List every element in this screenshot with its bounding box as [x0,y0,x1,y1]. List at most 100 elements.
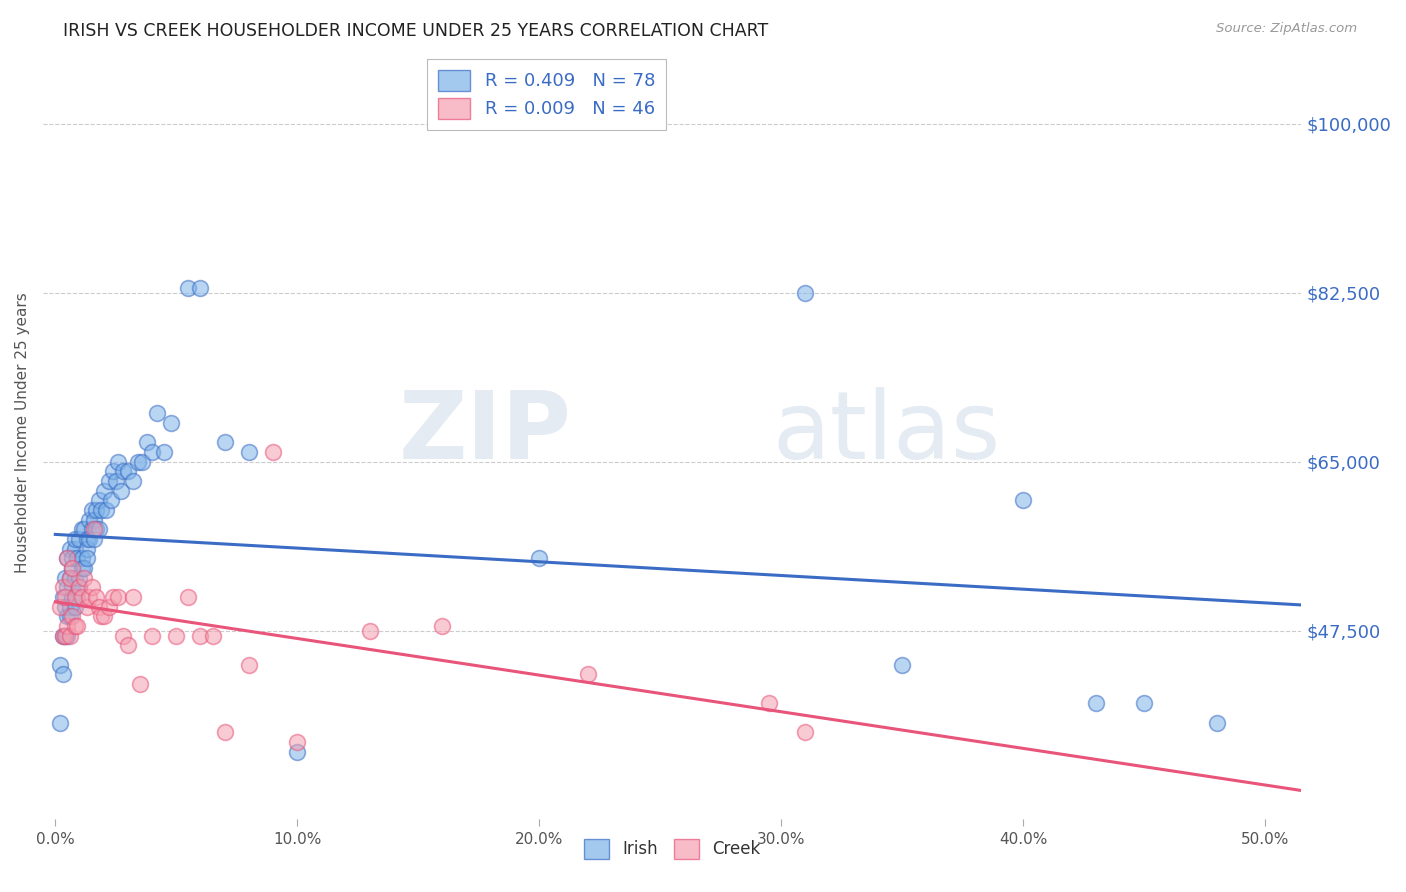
Point [117,639,139,653]
Point [69,581,91,595]
Point [49,657,72,672]
Point [66,590,89,604]
Point [107,590,129,604]
Point [59,571,82,585]
Point [177,590,200,604]
Point [214,435,236,450]
Point [77,513,100,527]
Point [70,551,93,566]
Point [56,619,79,633]
Legend: Irish, Creek: Irish, Creek [576,832,768,865]
Text: IRISH VS CREEK HOUSEHOLDER INCOME UNDER 25 YEARS CORRELATION CHART: IRISH VS CREEK HOUSEHOLDER INCOME UNDER … [63,22,769,40]
Point [56,551,79,566]
Point [60,561,83,575]
Point [86,503,108,517]
Point [69,581,91,595]
Point [214,725,236,739]
Point [60,581,83,595]
Point [60,590,83,604]
Point [107,455,129,469]
Point [70,523,93,537]
Point [53,629,76,643]
Point [69,571,91,585]
Point [87,599,110,614]
Point [83,513,105,527]
Point [129,677,152,691]
Point [110,483,132,498]
Point [112,465,135,479]
Point [794,285,817,300]
Point [177,281,200,295]
Y-axis label: Householder Income Under 25 years: Householder Income Under 25 years [15,293,30,574]
Point [51,629,73,643]
Point [201,629,224,643]
Point [136,435,159,450]
Point [56,581,79,595]
Point [238,445,260,459]
Point [103,465,125,479]
Point [190,281,212,295]
Point [56,551,79,566]
Point [63,541,86,556]
Point [758,697,780,711]
Point [83,523,105,537]
Point [131,455,153,469]
Point [104,474,127,488]
Point [86,590,108,604]
Point [51,581,73,595]
Point [94,503,117,517]
Point [76,532,98,546]
Point [262,445,284,459]
Point [112,629,135,643]
Point [59,599,82,614]
Point [76,599,98,614]
Point [49,715,72,730]
Point [153,445,176,459]
Point [103,590,125,604]
Point [51,667,73,681]
Point [127,455,149,469]
Point [59,629,82,643]
Point [285,735,308,749]
Point [59,609,82,624]
Point [87,523,110,537]
Point [87,493,110,508]
Point [100,493,122,508]
Point [76,541,98,556]
Point [63,619,86,633]
Point [53,571,76,585]
Point [160,416,183,430]
Point [141,445,163,459]
Point [1205,715,1227,730]
Text: ZIP: ZIP [399,387,572,479]
Point [53,629,76,643]
Point [83,532,105,546]
Point [60,561,83,575]
Point [121,474,143,488]
Point [63,599,86,614]
Point [73,523,96,537]
Point [77,532,100,546]
Point [285,745,308,759]
Point [63,532,86,546]
Point [97,599,120,614]
Point [1133,697,1156,711]
Point [73,561,96,575]
Point [527,551,550,566]
Point [117,465,139,479]
Point [49,599,72,614]
Point [90,503,112,517]
Point [60,609,83,624]
Point [1084,697,1107,711]
Point [190,629,212,643]
Point [97,474,120,488]
Point [80,523,103,537]
Point [53,590,76,604]
Point [70,561,93,575]
Point [59,541,82,556]
Point [576,667,599,681]
Point [1012,493,1035,508]
Point [69,532,91,546]
Point [891,657,914,672]
Point [80,503,103,517]
